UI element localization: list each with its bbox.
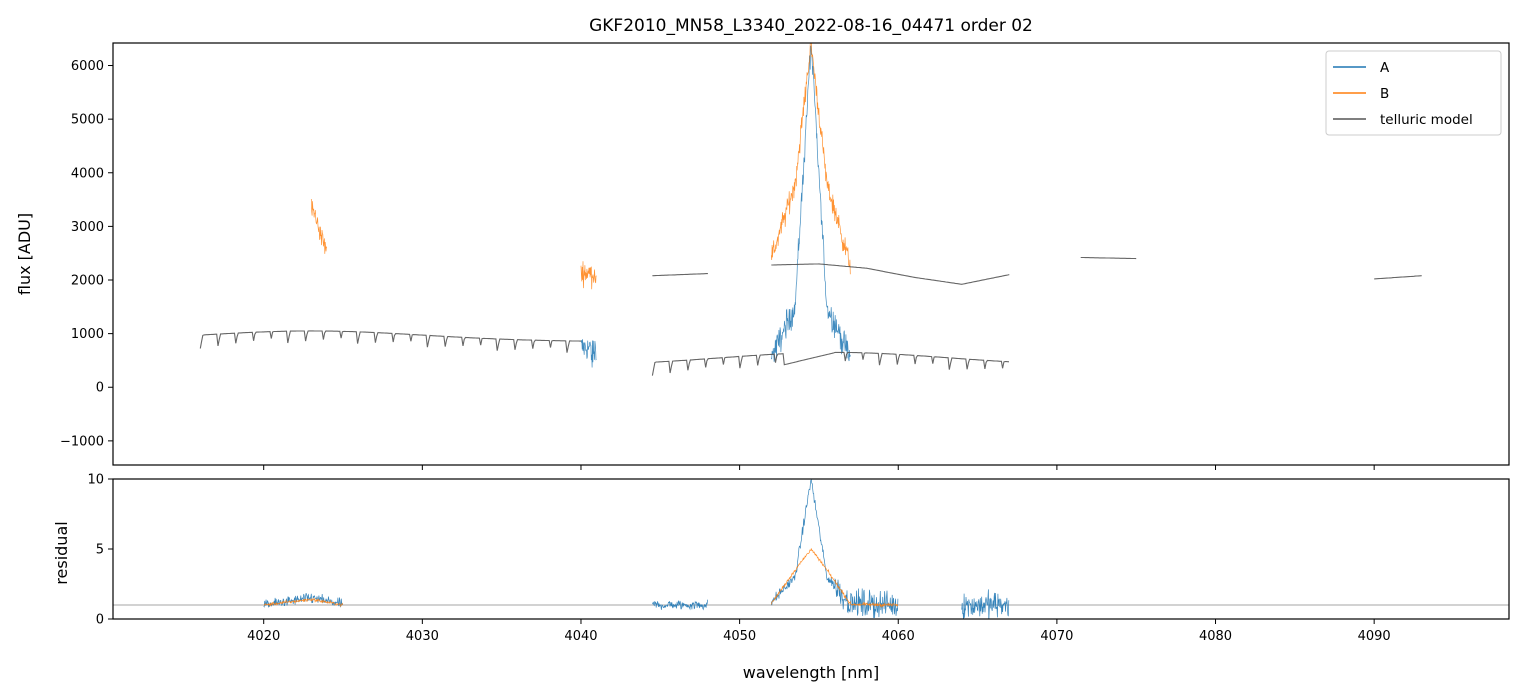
residual-ytick-label: 0	[96, 613, 104, 628]
residual-panel: 0 5 10 4020 4030 4040 4050 4060 4070 4080 4090 res…	[52, 473, 1510, 682]
residual-xtick-label: 4080	[1199, 629, 1232, 644]
legend: A B telluric model	[1325, 50, 1502, 136]
series-line-telluric	[652, 273, 708, 277]
residual-xtick-label: 4050	[723, 629, 756, 644]
flux-ytick-label: 4000	[71, 166, 104, 181]
series-line-b	[770, 43, 851, 275]
series-line-a	[770, 45, 851, 362]
residual-xtick-label: 4070	[1040, 629, 1073, 644]
flux-plot-frame	[112, 42, 1510, 466]
residual-line-a	[770, 479, 899, 619]
series-line-telluric	[1080, 256, 1137, 260]
telluric-model-a-line	[199, 330, 581, 353]
residual-xlabel: wavelength [nm]	[743, 663, 880, 682]
residual-xtick-label: 4020	[247, 629, 280, 644]
legend-box	[1325, 50, 1502, 136]
residual-line-a	[652, 599, 708, 611]
legend-label-a: A	[1380, 60, 1390, 76]
series-line-b	[310, 198, 328, 254]
flux-ytick-label: 6000	[71, 59, 104, 74]
residual-ylabel: residual	[52, 521, 71, 584]
residual-ytick-label: 5	[96, 543, 104, 558]
residual-axes: 0 5 10 4020 4030 4040 4050 4060 4070 4080 4090	[87, 473, 1390, 645]
residual-xtick-label: 4030	[406, 629, 439, 644]
series-line-telluric	[771, 263, 1010, 285]
flux-ytick-label: 5000	[71, 113, 104, 128]
flux-ytick-label: 0	[96, 381, 104, 396]
flux-data-lines	[199, 43, 1422, 376]
residual-data-lines	[113, 479, 1509, 619]
legend-label-b: B	[1380, 86, 1389, 102]
flux-ylabel: flux [ADU]	[15, 213, 34, 295]
series-line-a	[580, 339, 597, 368]
series-line-telluric	[1374, 275, 1422, 280]
series-line-b	[580, 261, 597, 290]
residual-line-b	[263, 597, 344, 607]
flux-panel: −1000 0 1000 2000 3000 4000 5000 6000 flux [ADU…	[15, 42, 1510, 470]
flux-ytick-label: 1000	[71, 327, 104, 342]
flux-ytick-label: 3000	[71, 220, 104, 235]
residual-xtick-label: 4040	[564, 629, 597, 644]
chart-title: GKF2010_MN58_L3340_2022-08-16_04471 orde…	[589, 16, 1033, 36]
residual-line-a	[961, 589, 1010, 619]
flux-axes: −1000 0 1000 2000 3000 4000 5000 6000	[60, 59, 1375, 470]
residual-plot-frame	[112, 478, 1510, 620]
flux-ytick-label: −1000	[60, 434, 104, 449]
residual-xtick-label: 4090	[1358, 629, 1391, 644]
legend-label-telluric: telluric model	[1380, 112, 1473, 128]
residual-ytick-label: 10	[87, 473, 104, 488]
residual-line-b	[770, 548, 899, 608]
telluric-model-a-line	[651, 351, 1010, 376]
flux-ytick-label: 2000	[71, 274, 104, 289]
residual-xtick-label: 4060	[882, 629, 915, 644]
